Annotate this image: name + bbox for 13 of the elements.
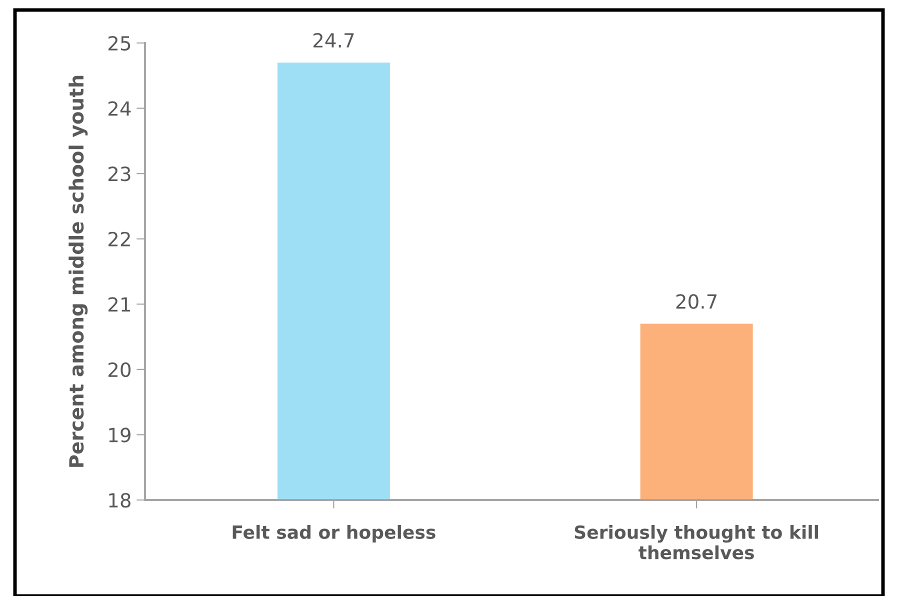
y-tick-label: 19 bbox=[109, 428, 130, 442]
y-tick-label: 20 bbox=[108, 362, 131, 378]
y-tick-label: 18 bbox=[109, 492, 130, 508]
x-tick-label: Felt sad or hopeless bbox=[232, 525, 436, 542]
y-tick-label: 22 bbox=[108, 232, 130, 246]
data-label: 24.7 bbox=[313, 33, 354, 48]
y-axis-title: Percent among middle school youth bbox=[68, 76, 88, 467]
y-tick-label: 25 bbox=[108, 36, 130, 51]
data-label: 20.7 bbox=[676, 294, 717, 309]
y-tick-label: 23 bbox=[108, 166, 130, 182]
x-tick-label: Seriously thought to kill themselves bbox=[574, 525, 818, 560]
y-tick-label: 24 bbox=[108, 101, 131, 116]
y-tick-label: 21 bbox=[108, 297, 130, 312]
